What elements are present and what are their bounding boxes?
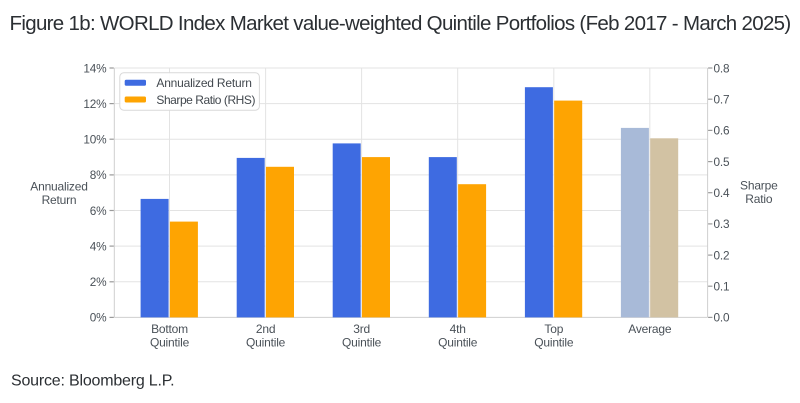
- svg-text:Quintile: Quintile: [342, 336, 382, 350]
- svg-text:10%: 10%: [83, 133, 107, 147]
- svg-text:Source: Bloomberg L.P.: Source: Bloomberg L.P.: [11, 373, 174, 390]
- svg-text:Return: Return: [42, 193, 77, 207]
- svg-text:Bottom: Bottom: [151, 322, 188, 336]
- svg-text:0.5: 0.5: [714, 155, 731, 169]
- svg-text:0%: 0%: [90, 311, 107, 325]
- svg-text:0.8: 0.8: [714, 61, 731, 75]
- svg-text:0.6: 0.6: [714, 124, 731, 138]
- svg-text:0.1: 0.1: [714, 280, 730, 294]
- svg-text:0.4: 0.4: [714, 186, 731, 200]
- svg-text:Quintile: Quintile: [534, 336, 574, 350]
- svg-text:Sharpe: Sharpe: [740, 178, 778, 192]
- svg-text:0.0: 0.0: [714, 311, 731, 325]
- svg-text:12%: 12%: [83, 97, 107, 111]
- svg-text:Quintile: Quintile: [150, 336, 190, 350]
- svg-text:0.7: 0.7: [714, 93, 730, 107]
- svg-text:3rd: 3rd: [353, 322, 370, 336]
- svg-text:0.3: 0.3: [714, 217, 731, 231]
- svg-text:Quintile: Quintile: [246, 336, 286, 350]
- svg-text:Annualized Return: Annualized Return: [156, 76, 251, 90]
- svg-text:4th: 4th: [450, 322, 466, 336]
- svg-text:0.2: 0.2: [714, 248, 730, 262]
- svg-text:14%: 14%: [83, 61, 107, 75]
- svg-text:Annualized: Annualized: [30, 180, 87, 194]
- svg-text:Quintile: Quintile: [438, 336, 478, 350]
- svg-text:Top: Top: [544, 322, 563, 336]
- svg-text:2%: 2%: [90, 275, 107, 289]
- svg-text:Figure 1b: WORLD Index Market: Figure 1b: WORLD Index Market value-weig…: [10, 12, 791, 35]
- svg-text:Average: Average: [628, 322, 672, 336]
- svg-text:Ratio: Ratio: [745, 192, 773, 206]
- svg-text:2nd: 2nd: [256, 322, 275, 336]
- svg-text:8%: 8%: [90, 168, 107, 182]
- svg-text:4%: 4%: [90, 239, 107, 253]
- svg-text:Sharpe Ratio (RHS): Sharpe Ratio (RHS): [156, 93, 255, 107]
- svg-text:6%: 6%: [90, 204, 107, 218]
